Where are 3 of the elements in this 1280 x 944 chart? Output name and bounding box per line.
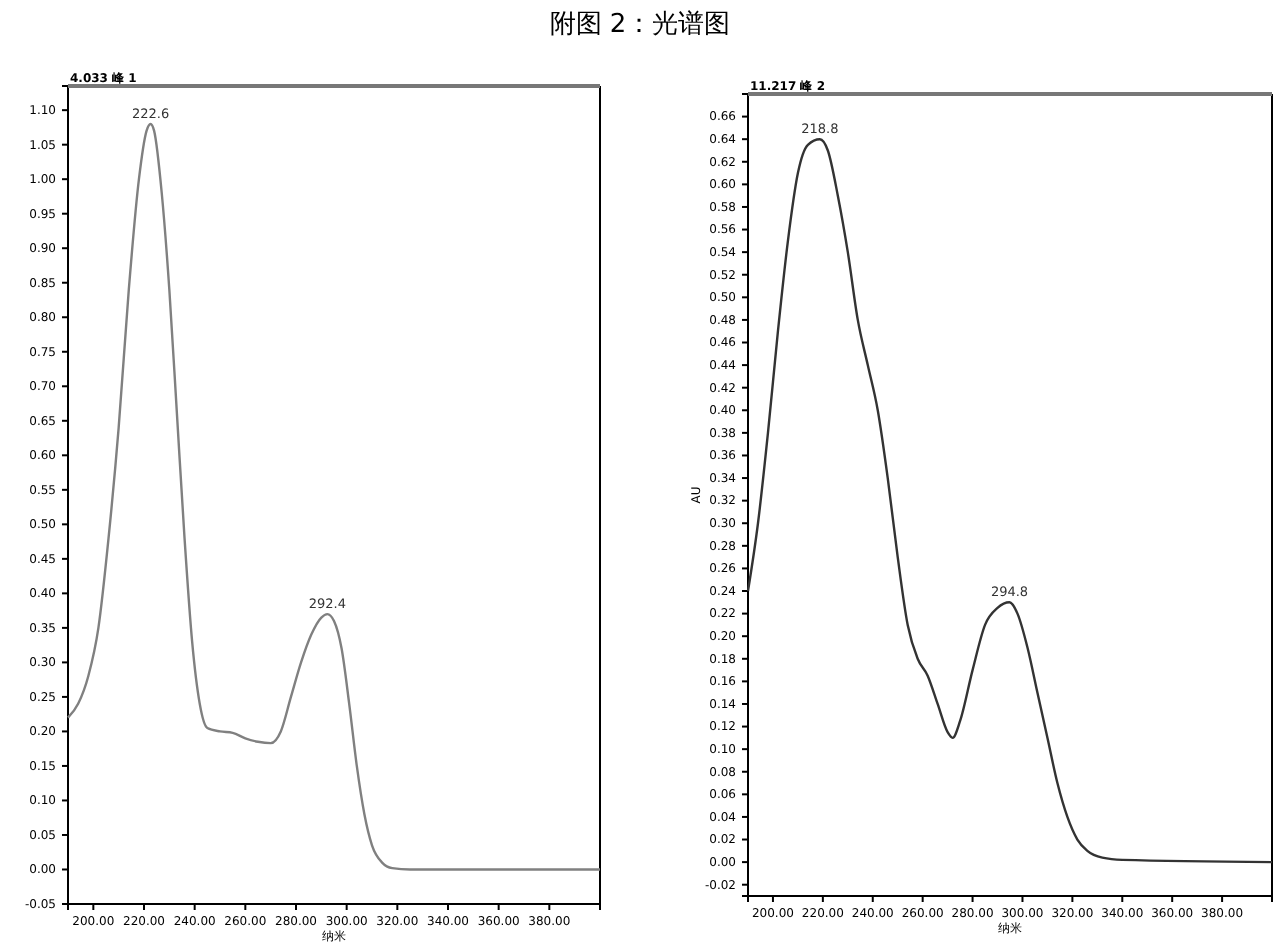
line-series — [66, 122, 602, 871]
line-series — [746, 137, 1274, 864]
chart-title: 附图 2：光谱图 — [549, 10, 731, 40]
